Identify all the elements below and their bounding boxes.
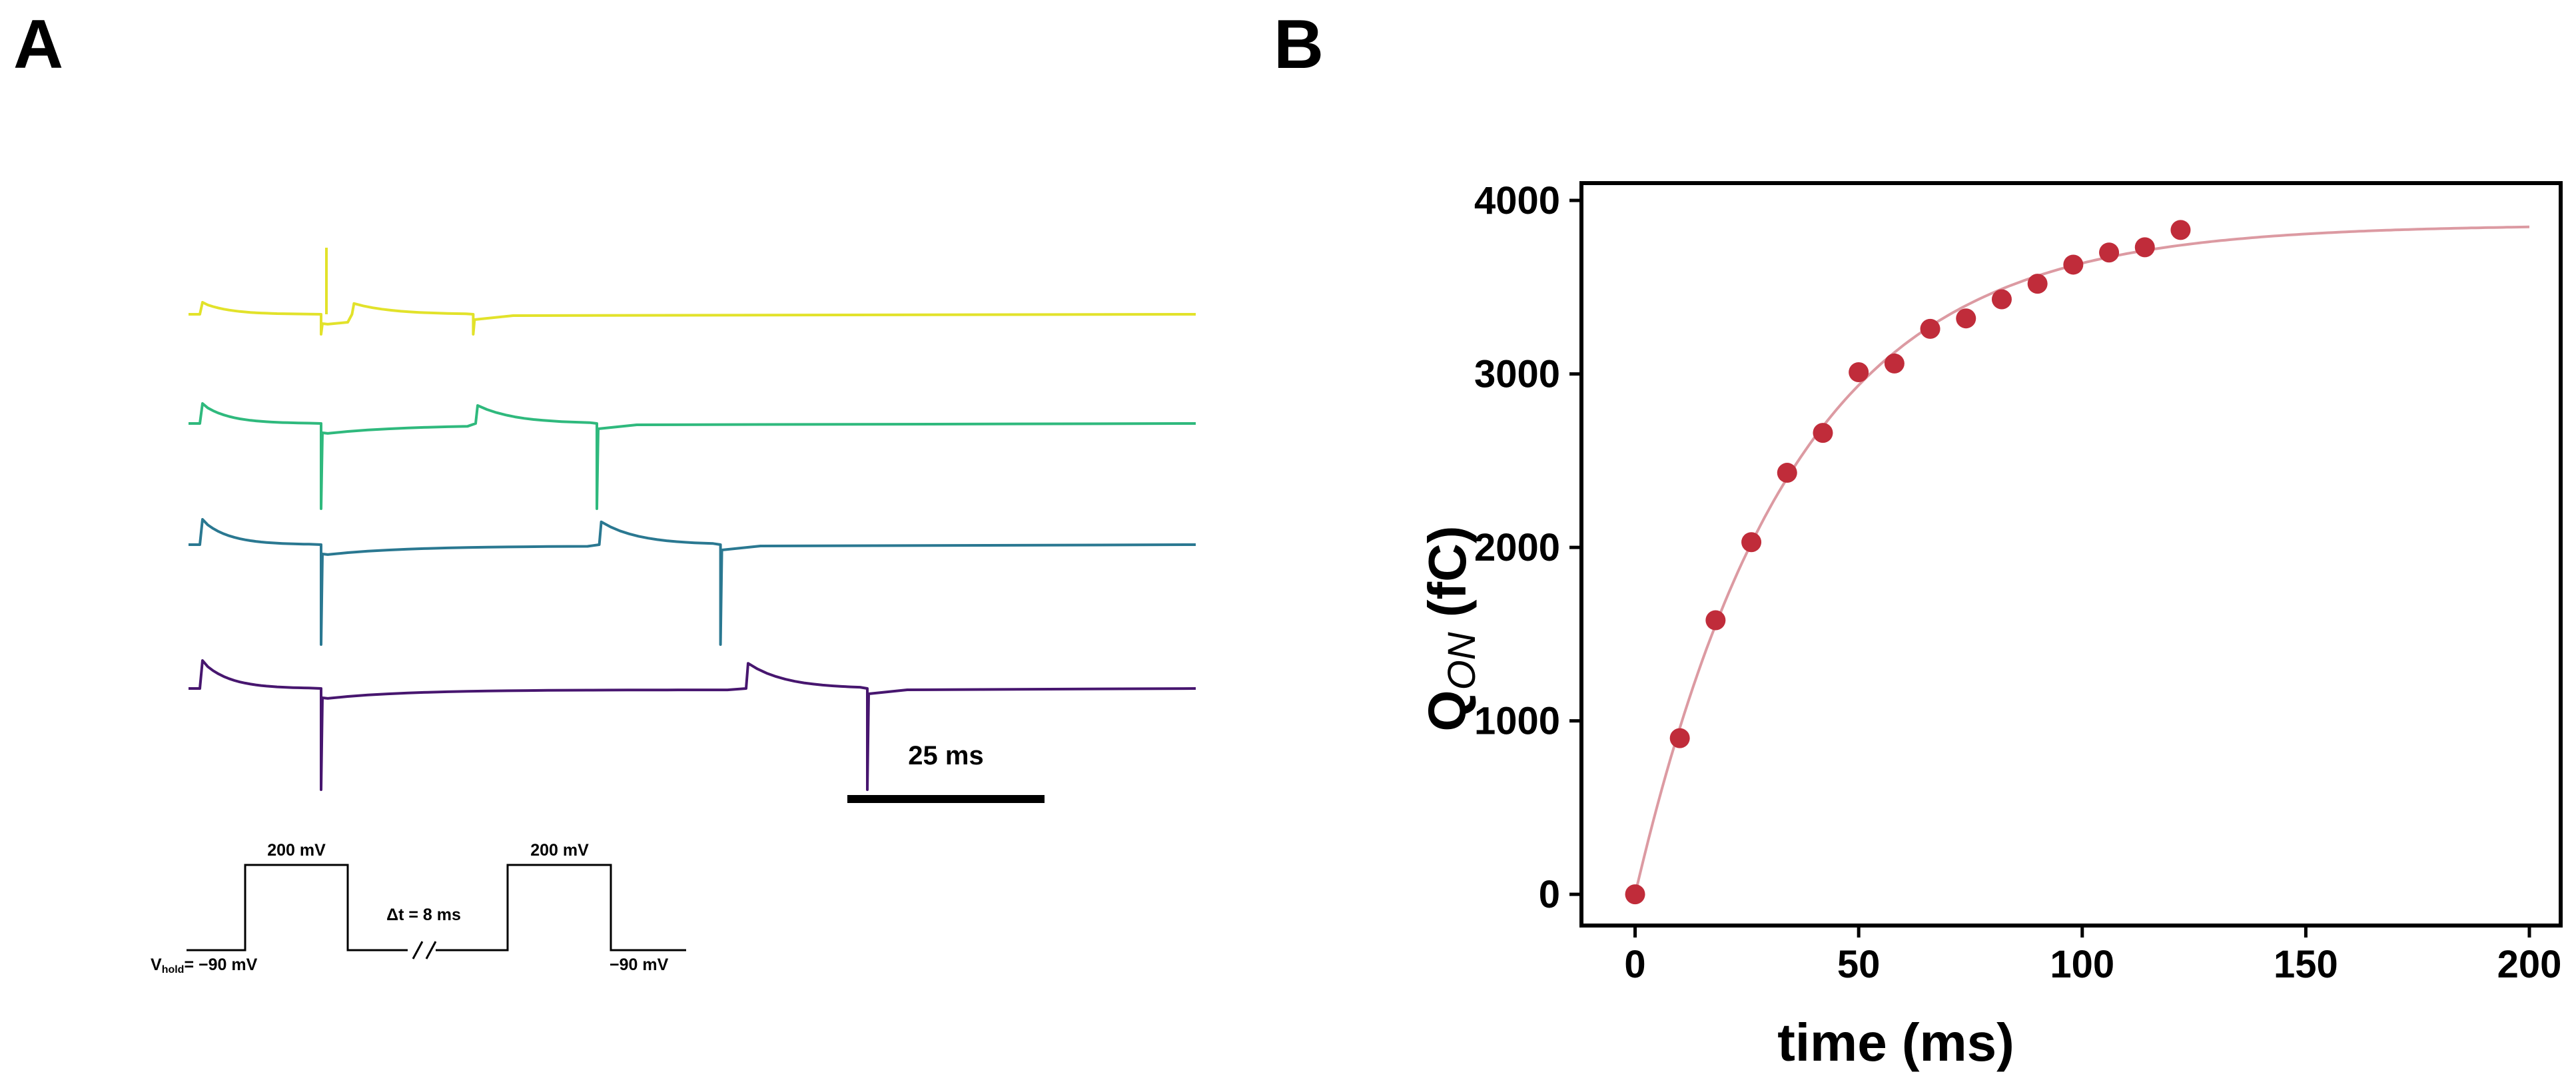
y-axis-ticks: 0 1000 2000 3000 4000 <box>1474 179 1581 916</box>
plot-frame <box>1579 181 2563 928</box>
panel-b-label: B <box>1274 6 1324 83</box>
data-point <box>1813 423 1833 443</box>
data-point <box>1625 884 1645 905</box>
pulse1-label: 200 mV <box>267 841 326 860</box>
data-point <box>1705 610 1726 631</box>
data-points <box>1625 220 2191 905</box>
delta-t-label: Δt = 8 ms <box>386 906 461 924</box>
data-point <box>1956 308 1976 329</box>
data-point <box>1741 532 1762 553</box>
data-point <box>1991 289 2012 310</box>
trace-1 <box>189 301 1196 336</box>
y-axis-label-sub: ON <box>1440 632 1484 690</box>
axis-break-mark <box>412 941 424 959</box>
x-tick-label: 150 <box>2274 943 2338 986</box>
x-axis-ticks: 0 50 100 150 200 <box>1624 926 2561 986</box>
data-point <box>1884 353 1905 374</box>
y-tick-label: 3000 <box>1474 353 1560 396</box>
y-tick-label: 2000 <box>1474 526 1560 569</box>
scale-bar-label: 25 ms <box>908 741 983 770</box>
trace-3 <box>189 518 1196 646</box>
x-axis-label: time (ms) <box>1777 1013 2014 1072</box>
current-traces <box>189 248 1196 791</box>
data-point <box>2027 274 2048 294</box>
y-tick-label: 0 <box>1539 873 1560 916</box>
hold-label: Vhold= −90 mV <box>151 955 258 975</box>
trace-4 <box>189 659 1196 791</box>
x-tick-label: 0 <box>1624 943 1645 986</box>
qon-chart: 0 50 100 150 200 0 1000 2000 3000 4000 time (ms)… <box>1418 179 2563 1072</box>
data-point <box>1849 362 1869 382</box>
x-tick-label: 50 <box>1837 943 1881 986</box>
data-point <box>2170 220 2191 240</box>
hold-label-v: V <box>151 955 162 974</box>
protocol-waveform <box>187 864 686 951</box>
y-axis-label-unit: (fC) <box>1418 525 1477 632</box>
y-axis-label: QON (fC) <box>1418 525 1484 731</box>
fit-curve <box>1633 225 2530 895</box>
data-point <box>2099 242 2120 263</box>
data-point <box>1777 463 1797 483</box>
hold-label-value: = −90 mV <box>184 955 257 974</box>
panel-a-label: A <box>13 6 63 83</box>
trace-2 <box>189 402 1196 510</box>
hold-label-sub: hold <box>162 964 185 975</box>
y-tick-label: 4000 <box>1474 179 1560 222</box>
end-voltage-label: −90 mV <box>610 955 669 974</box>
data-point <box>2134 237 2155 258</box>
data-point <box>1669 728 1690 748</box>
voltage-protocol: 200 mV 200 mV Δt = 8 ms Vhold= −90 mV −9… <box>151 841 686 975</box>
axis-break-mark <box>425 941 437 959</box>
y-axis-label-main: Q <box>1418 690 1477 731</box>
data-point <box>2063 254 2084 275</box>
scale-bar: 25 ms <box>847 741 1045 803</box>
x-tick-label: 200 <box>2497 943 2562 986</box>
y-tick-label: 1000 <box>1474 700 1560 743</box>
pulse2-label: 200 mV <box>530 841 589 860</box>
x-tick-label: 100 <box>2050 943 2114 986</box>
data-point <box>1920 318 1940 339</box>
